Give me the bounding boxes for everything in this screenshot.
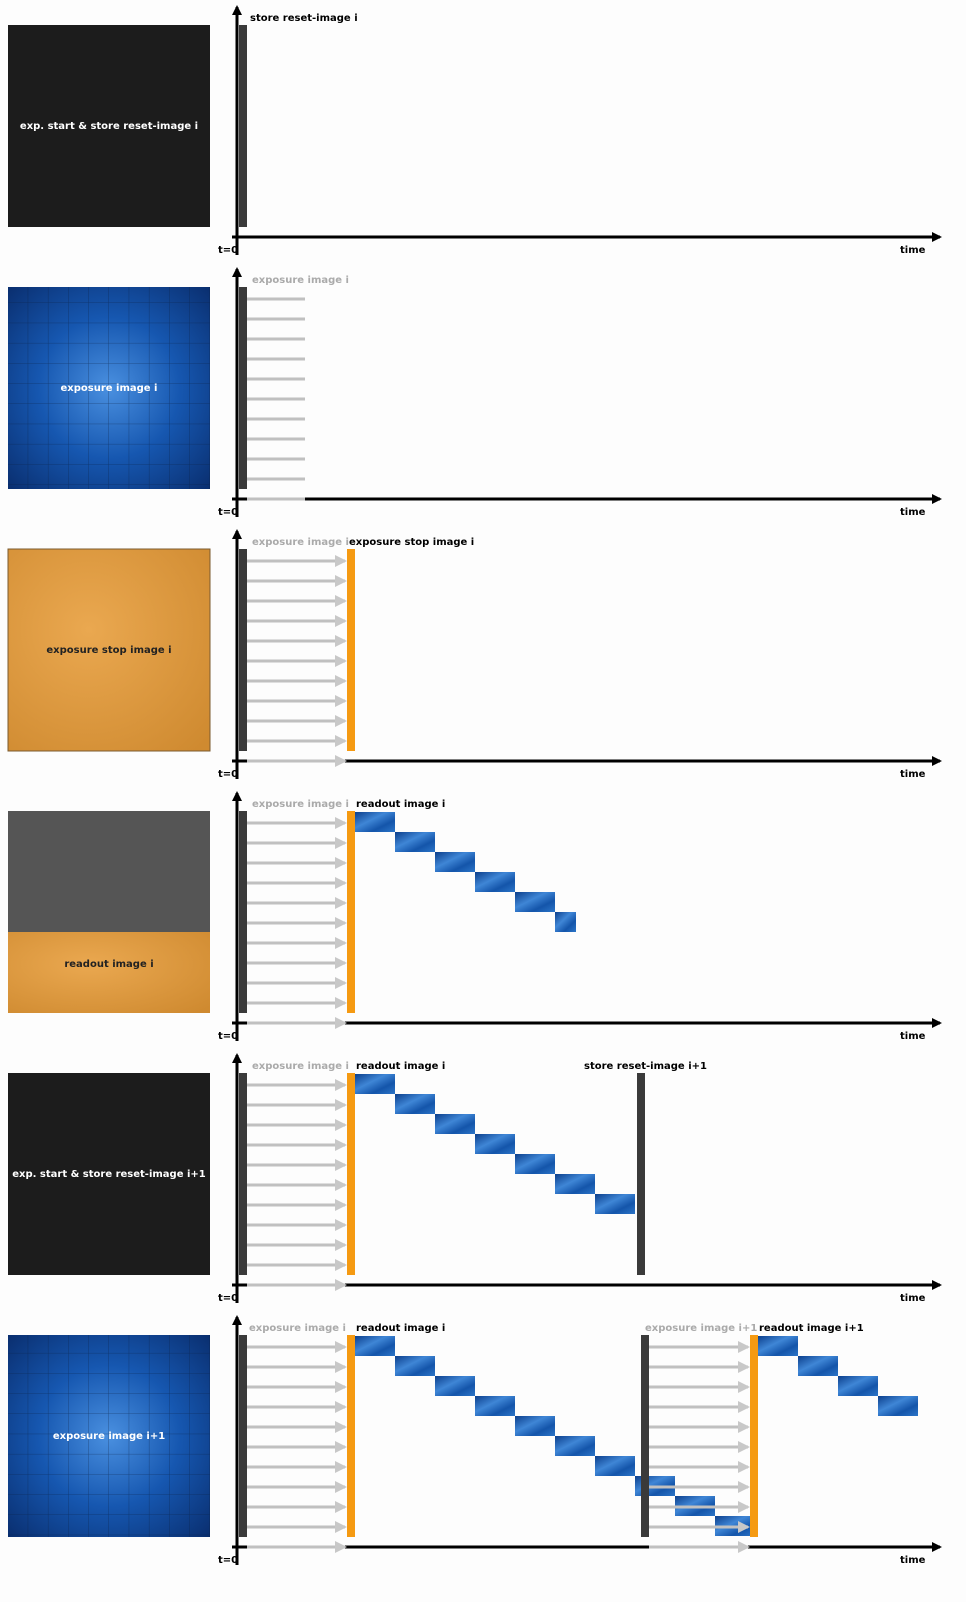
timeline-label: exposure image i (252, 799, 349, 810)
stop-bar (347, 1073, 355, 1275)
readout-block (555, 1174, 595, 1194)
timeline-label: exposure image i (252, 1061, 349, 1072)
timeline-label: exposure image i (252, 275, 349, 286)
sensor-image (7, 548, 211, 752)
stop-bar (347, 549, 355, 751)
readout-block (435, 1114, 475, 1134)
image-grid (8, 287, 210, 489)
readout-block (435, 852, 475, 872)
reset-bar (637, 1073, 645, 1275)
t0-label: t=0 (218, 245, 238, 256)
readout-block (515, 892, 555, 912)
reset-bar (239, 1335, 247, 1537)
readout-block (555, 912, 576, 932)
readout-block (515, 1154, 555, 1174)
image-grid (8, 1335, 210, 1537)
image-label: exp. start & store reset-image i+1 (12, 1169, 206, 1180)
sensor-image-top (8, 811, 210, 932)
readout-block (395, 1356, 435, 1376)
readout-block (475, 1134, 515, 1154)
sensor-image (8, 25, 210, 227)
readout-block (595, 1194, 635, 1214)
readout-block (878, 1396, 918, 1416)
timeline-label: exposure image i+1 (645, 1323, 757, 1334)
readout-block (475, 872, 515, 892)
timeline-label: readout image i+1 (759, 1323, 864, 1334)
time-label: time (900, 1555, 926, 1566)
image-label: exp. start & store reset-image i (20, 121, 198, 132)
time-label: time (900, 1293, 926, 1304)
reset-bar (239, 25, 247, 227)
t0-label: t=0 (218, 1031, 238, 1042)
readout-block (838, 1376, 878, 1396)
readout-block (395, 832, 435, 852)
t0-label: t=0 (218, 507, 238, 518)
time-label: time (900, 507, 926, 518)
reset-bar (239, 287, 247, 489)
reset-bar (239, 1073, 247, 1275)
image-label: exposure image i (61, 383, 158, 394)
timeline-label: store reset-image i (250, 13, 358, 24)
timeline-label: readout image i (356, 1061, 445, 1072)
readout-block (475, 1396, 515, 1416)
readout-block (355, 1074, 395, 1094)
readout-block (435, 1376, 475, 1396)
readout-block (395, 1094, 435, 1114)
readout-block (758, 1336, 798, 1356)
readout-block (355, 812, 395, 832)
t0-label: t=0 (218, 1555, 238, 1566)
readout-block (595, 1456, 635, 1476)
image-label: exposure stop image i (46, 645, 171, 656)
readout-block (355, 1336, 395, 1356)
reset-bar (239, 811, 247, 1013)
timeline-label: exposure image i (252, 537, 349, 548)
stop-bar (347, 1335, 355, 1537)
t0-label: t=0 (218, 769, 238, 780)
time-label: time (900, 769, 926, 780)
time-label: time (900, 245, 926, 256)
stop-bar (347, 811, 355, 1013)
reset-bar (239, 549, 247, 751)
timeline-label: store reset-image i+1 (584, 1061, 707, 1072)
sensor-image (8, 1073, 210, 1275)
reset-bar (641, 1335, 649, 1537)
timeline-label: exposure stop image i (349, 537, 474, 548)
t0-label: t=0 (218, 1293, 238, 1304)
timeline-label: readout image i (356, 799, 445, 810)
stop-bar (750, 1335, 758, 1537)
sensor-image (8, 932, 210, 1013)
timeline-label: readout image i (356, 1323, 445, 1334)
readout-block (798, 1356, 838, 1376)
image-label: readout image i (64, 959, 153, 970)
timeline-label: exposure image i (249, 1323, 346, 1334)
readout-block (515, 1416, 555, 1436)
readout-block (555, 1436, 595, 1456)
image-label: exposure image i+1 (53, 1431, 165, 1442)
time-label: time (900, 1031, 926, 1042)
